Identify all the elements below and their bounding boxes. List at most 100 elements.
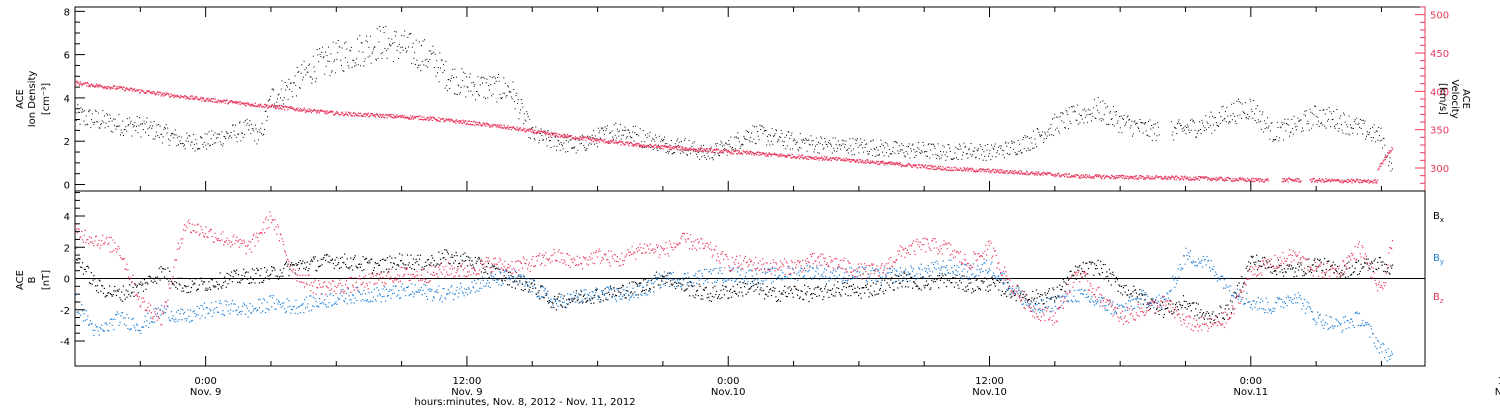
density-point	[435, 75, 437, 77]
velocity-point	[648, 146, 650, 148]
velocity-point	[88, 84, 90, 86]
density-point	[466, 86, 468, 88]
velocity-point	[281, 108, 283, 110]
density-point	[1013, 141, 1015, 143]
density-point	[1061, 120, 1063, 122]
density-point	[406, 50, 408, 52]
density-point	[824, 141, 826, 143]
density-point	[567, 151, 569, 152]
velocity-point	[1121, 177, 1123, 179]
field-bx-point	[660, 275, 662, 277]
velocity-point	[1073, 175, 1076, 178]
velocity-point	[985, 171, 987, 173]
velocity-point	[889, 162, 891, 164]
field-bx-point	[132, 286, 134, 288]
velocity-point	[437, 120, 439, 122]
field-bx-point	[493, 266, 495, 268]
density-point	[1371, 140, 1373, 142]
density-point	[1380, 127, 1382, 129]
density-point	[362, 51, 364, 53]
field-bx-point	[1080, 272, 1082, 275]
field-bx-point	[694, 297, 696, 299]
field-bx-point	[310, 260, 312, 262]
field-bx-point	[525, 281, 527, 283]
density-point	[299, 87, 301, 89]
density-point	[766, 144, 768, 146]
field-bx-point	[791, 292, 793, 294]
field-bx-point	[365, 257, 368, 259]
density-point	[385, 50, 387, 52]
velocity-point	[519, 127, 522, 129]
velocity-point	[261, 106, 264, 108]
density-point	[1085, 110, 1087, 112]
velocity-point	[1256, 179, 1258, 181]
velocity-point	[987, 171, 989, 173]
field-bx-point	[952, 277, 955, 279]
field-bx-point	[292, 264, 294, 266]
velocity-point	[745, 151, 747, 153]
density-point	[1020, 152, 1022, 154]
field-bx-point	[663, 276, 665, 278]
density-point	[95, 111, 97, 112]
velocity-point	[951, 167, 953, 169]
density-point	[237, 133, 239, 135]
field-bx-point	[234, 270, 236, 273]
velocity-point	[753, 154, 755, 156]
field-bx-point	[802, 298, 804, 300]
field-bx-point	[349, 266, 351, 268]
density-point	[912, 143, 914, 145]
velocity-point	[579, 135, 582, 138]
velocity-point	[831, 158, 833, 160]
field-bx-point	[982, 282, 984, 284]
field-bx-point	[1000, 294, 1002, 296]
field-bx-point	[763, 298, 766, 300]
field-bx-point	[161, 271, 163, 273]
field-bx-point	[448, 263, 450, 265]
field-bx-point	[403, 264, 405, 266]
field-bx-point	[784, 291, 786, 294]
density-point	[283, 103, 285, 105]
density-point	[1204, 127, 1206, 129]
velocity-point	[562, 136, 564, 138]
density-point	[571, 147, 573, 149]
velocity-point	[712, 149, 714, 151]
field-bx-point	[477, 258, 479, 260]
density-point	[509, 90, 511, 92]
field-bx-point	[462, 253, 464, 255]
velocity-point	[877, 160, 880, 163]
density-point	[488, 85, 490, 87]
velocity-point	[683, 149, 686, 151]
field-bx-point	[205, 287, 207, 289]
field-bx-point	[408, 262, 410, 264]
velocity-point	[101, 85, 103, 87]
velocity-point	[324, 110, 326, 113]
velocity-point	[760, 154, 762, 156]
velocity-point	[210, 100, 212, 102]
velocity-point	[834, 158, 836, 160]
density-point	[658, 135, 660, 137]
field-bx-point	[342, 262, 344, 264]
field-bx-point	[236, 269, 238, 271]
velocity-point	[486, 122, 488, 124]
density-point	[930, 149, 932, 151]
velocity-point	[1142, 176, 1144, 178]
density-point	[609, 132, 611, 134]
density-point	[512, 81, 514, 83]
density-point	[591, 134, 593, 136]
velocity-point	[1286, 178, 1288, 180]
density-point	[979, 144, 981, 146]
field-bx-point	[814, 293, 816, 295]
velocity-point	[378, 116, 381, 118]
velocity-point	[604, 138, 606, 141]
density-point	[1109, 111, 1111, 113]
density-point	[1139, 119, 1141, 120]
velocity-point	[196, 97, 198, 99]
field-bx-point	[159, 279, 161, 281]
velocity-point	[593, 140, 595, 143]
field-bx-point	[766, 286, 768, 288]
field-bx-point	[438, 251, 440, 253]
density-point	[206, 133, 208, 135]
velocity-point	[329, 111, 331, 113]
velocity-point	[971, 167, 973, 169]
velocity-point	[250, 103, 252, 105]
